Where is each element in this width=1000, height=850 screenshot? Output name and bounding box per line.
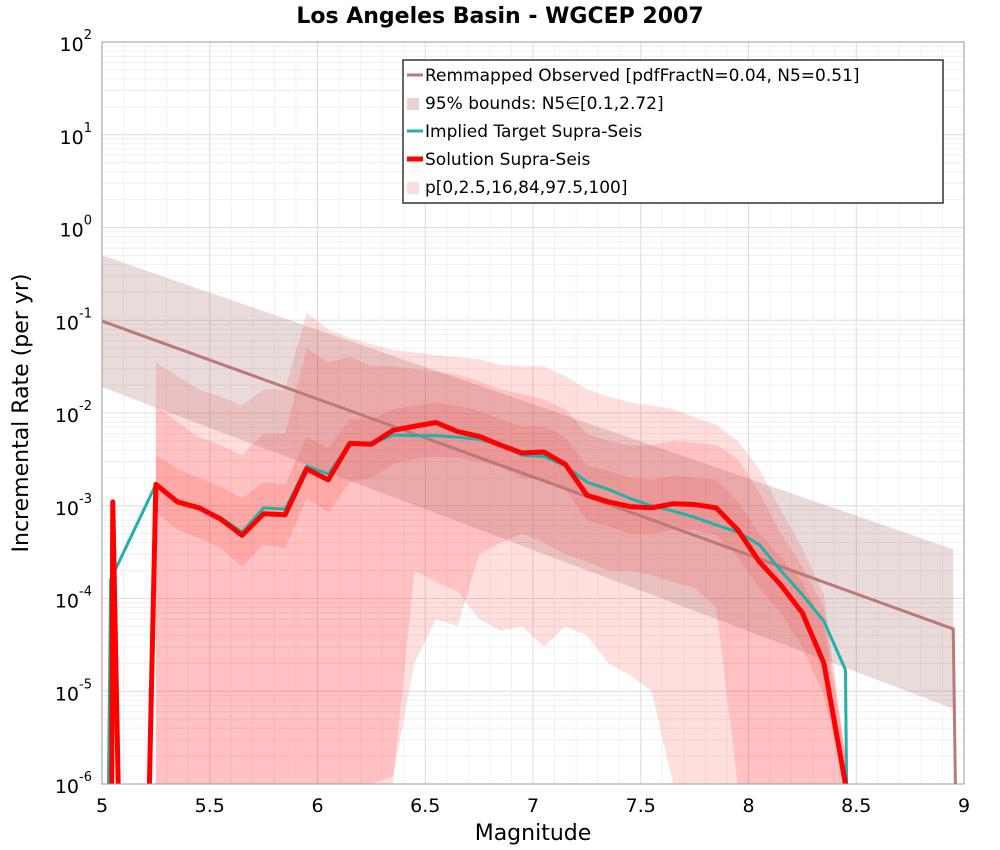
band-p16-p84 [155, 402, 846, 784]
legend: Remmapped Observed [pdfFractN=0.04, N5=0… [402, 59, 944, 204]
legend-swatch [407, 182, 419, 194]
x-tick-label: 5 [96, 795, 108, 817]
bands [102, 255, 954, 784]
y-tick-base: 10 [55, 312, 79, 334]
y-tick-base: 10 [55, 591, 79, 613]
y-tick-base: 10 [60, 127, 84, 149]
y-tick-base: 10 [60, 220, 84, 242]
plot-frame [101, 41, 965, 785]
y-tick-label: 10-5 [55, 677, 92, 705]
band-observed-95 [102, 255, 954, 709]
y-tick-base: 10 [55, 498, 79, 520]
y-tick-base: 10 [55, 683, 79, 705]
y-tick-label: 101 [60, 121, 92, 149]
y-tick-exponent: 0 [84, 214, 92, 229]
y-tick-exponent: 2 [84, 28, 92, 43]
chart-title: Los Angeles Basin - WGCEP 2007 [296, 4, 703, 29]
y-tick-base: 10 [55, 405, 79, 427]
legend-label: p[0,2.5,16,84,97.5,100] [425, 178, 628, 198]
x-tick-label: 7.5 [626, 795, 656, 817]
x-tick-label: 5.5 [195, 795, 225, 817]
y-tick-label: 10-6 [55, 770, 92, 798]
y-tick-label: 102 [60, 28, 92, 56]
y-axis-title: Incremental Rate (per yr) [9, 274, 34, 553]
line-implied-target-drop [843, 669, 849, 785]
x-tick-label: 8.5 [841, 795, 871, 817]
x-tick-label: 7 [527, 795, 539, 817]
band-p2.5-p97.5 [155, 348, 846, 784]
y-tick-label: 10-3 [55, 492, 92, 520]
legend-label: Implied Target Supra-Seis [425, 122, 642, 142]
legend-label: Remmapped Observed [pdfFractN=0.04, N5=0… [425, 66, 860, 86]
y-tick-label: 10-1 [55, 306, 92, 334]
y-tick-exponent: -4 [79, 585, 92, 600]
x-tick-label: 6.5 [410, 795, 440, 817]
legend-box [402, 59, 944, 204]
x-tick-label: 8 [742, 795, 754, 817]
y-tick-exponent: -5 [79, 677, 92, 692]
line-solution-spike [109, 499, 121, 785]
y-tick-base: 10 [60, 34, 84, 56]
legend-label: Solution Supra-Seis [425, 150, 591, 170]
y-tick-label: 10-2 [55, 399, 92, 427]
line-remapped-observed [101, 319, 957, 785]
y-tick-exponent: -2 [79, 399, 92, 414]
x-axis-title: Magnitude [475, 821, 592, 846]
x-tick-label: 6 [311, 795, 323, 817]
y-tick-exponent: 1 [84, 121, 92, 136]
x-ticks: 5 5.5 6 6.5 7 7.5 8 8.5 9 [96, 795, 970, 817]
legend-swatch [407, 98, 419, 110]
legend-label: 95% bounds: N5∈[0.1,2.72] [425, 94, 664, 114]
y-tick-exponent: -3 [79, 492, 92, 507]
x-tick-label: 9 [958, 795, 970, 817]
y-tick-label: 10-4 [55, 585, 92, 613]
band-p0-p100 [155, 312, 846, 784]
y-tick-label: 100 [60, 214, 92, 242]
y-tick-base: 10 [55, 776, 79, 798]
series-lines [101, 319, 957, 785]
y-tick-exponent: -6 [79, 770, 92, 785]
y-tick-exponent: -1 [79, 306, 92, 321]
line-solution [146, 419, 848, 785]
